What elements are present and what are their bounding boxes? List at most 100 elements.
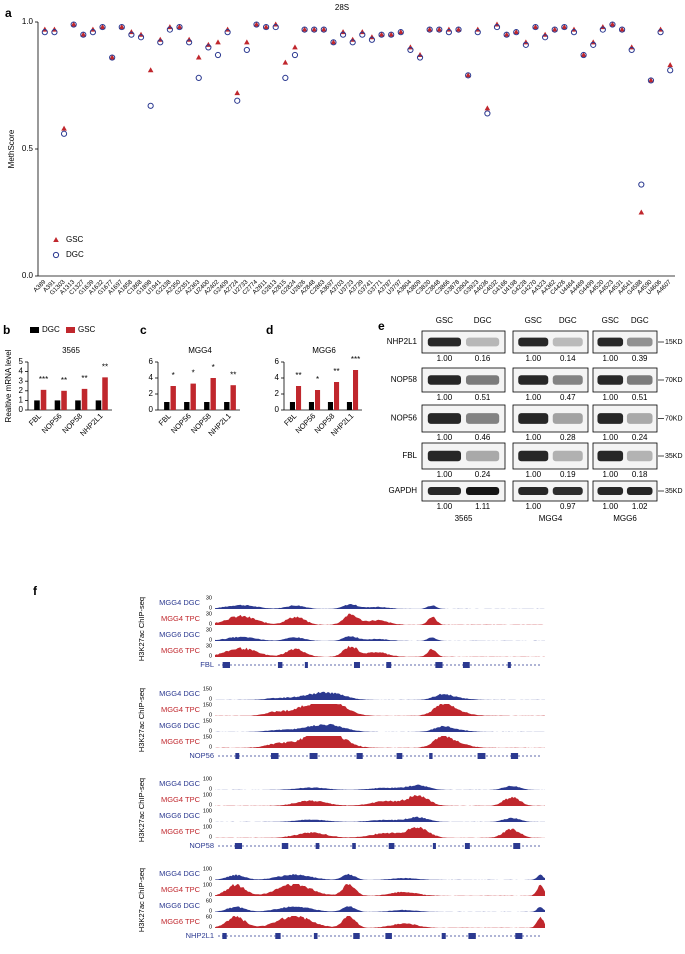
gene-exon [510, 753, 519, 759]
signal-track [215, 916, 545, 928]
gene-exon [352, 843, 356, 849]
data-point [186, 39, 193, 46]
blot-band [626, 413, 653, 424]
significance: * [212, 363, 215, 372]
data-point [61, 125, 67, 131]
data-point [166, 26, 173, 33]
blot-band [465, 375, 500, 385]
bar [289, 402, 295, 410]
bar [230, 385, 236, 410]
data-point [388, 31, 394, 37]
data-point [244, 39, 250, 45]
track-scale-max: 150 [203, 718, 212, 724]
bar [95, 400, 102, 410]
signal-track [215, 826, 545, 838]
blot-band [465, 413, 500, 424]
bar [353, 370, 359, 410]
gene-exon [435, 662, 443, 668]
blot-panel [512, 480, 589, 502]
bar [204, 402, 210, 410]
signal-track [215, 704, 545, 716]
cell-line-label: MGG4 [539, 514, 563, 523]
bar [61, 390, 67, 410]
track-label: MGG4 DGC [159, 598, 200, 607]
blot-band [626, 450, 653, 462]
protein-label: NOP56 [391, 414, 418, 423]
data-point [349, 39, 356, 46]
data-point [503, 31, 510, 37]
data-point [109, 54, 116, 61]
gene-exon [234, 843, 243, 849]
y-tick-label: 6 [149, 357, 154, 366]
track-scale-max: 30 [206, 627, 212, 633]
track-scale-max: 100 [203, 824, 212, 830]
track-scale-max: 100 [203, 866, 212, 872]
blot-panel [421, 330, 506, 354]
data-point [128, 31, 135, 38]
track-scale-max: 30 [206, 643, 212, 649]
data-point [176, 23, 183, 31]
data-point [455, 26, 462, 32]
signal-track [215, 636, 545, 641]
gene-exon [441, 933, 446, 939]
cell-line-label: 3565 [455, 514, 473, 523]
bar [75, 400, 81, 410]
significance: ** [333, 367, 339, 376]
y-tick-label: 4 [149, 373, 154, 382]
data-point [157, 39, 164, 46]
data-point [561, 24, 568, 30]
data-point [638, 181, 645, 188]
data-point [561, 23, 568, 31]
band-quantification: 0.39 [632, 354, 648, 363]
lane-label: GSC [525, 316, 543, 325]
data-point [89, 29, 97, 36]
track-label: MGG6 TPC [161, 917, 201, 926]
data-point [465, 72, 471, 78]
gene-exon [396, 753, 403, 759]
data-point [118, 24, 125, 30]
gene-exon [309, 753, 318, 759]
legend-label: DGC [42, 325, 60, 334]
data-point [234, 90, 241, 96]
y-tick-label: 2 [149, 389, 154, 398]
significance: * [172, 371, 175, 380]
data-point [262, 23, 270, 31]
band-quantification: 1.00 [602, 433, 618, 442]
band-quantification: 0.47 [560, 393, 576, 402]
data-point [70, 21, 77, 28]
data-point [41, 29, 48, 36]
data-point [426, 26, 433, 32]
track-label: MGG6 DGC [159, 721, 200, 730]
data-point [416, 54, 424, 61]
data-point [426, 26, 433, 33]
track-scale-min: 0 [209, 744, 212, 750]
legend-label: GSC [66, 235, 84, 244]
bar [34, 400, 40, 410]
band-quantification: 0.51 [475, 393, 491, 402]
data-point [667, 67, 674, 74]
chart-title: MGG6 [312, 346, 336, 355]
panel-letter: c [140, 323, 147, 337]
lane-label: DGC [559, 316, 577, 325]
gene-exon [432, 843, 436, 849]
y-tick-label: 0 [19, 405, 24, 414]
data-point [599, 26, 606, 33]
data-point [619, 26, 625, 32]
blot-band [427, 487, 462, 495]
signal-track [215, 784, 545, 790]
gene-exon [464, 843, 470, 849]
data-point [397, 29, 404, 36]
data-point [292, 44, 298, 50]
band-quantification: 0.16 [475, 354, 491, 363]
blot-band [552, 487, 583, 495]
track-scale-min: 0 [209, 786, 212, 792]
protein-label: NOP58 [391, 375, 418, 384]
blot-band [552, 375, 583, 385]
panel-letter: e [378, 319, 385, 333]
track-label: MGG4 DGC [159, 869, 200, 878]
signal-track [215, 604, 545, 609]
blot-band [518, 337, 549, 347]
signal-track [215, 645, 545, 657]
data-point [590, 41, 597, 48]
chart-title: MGG4 [188, 346, 212, 355]
